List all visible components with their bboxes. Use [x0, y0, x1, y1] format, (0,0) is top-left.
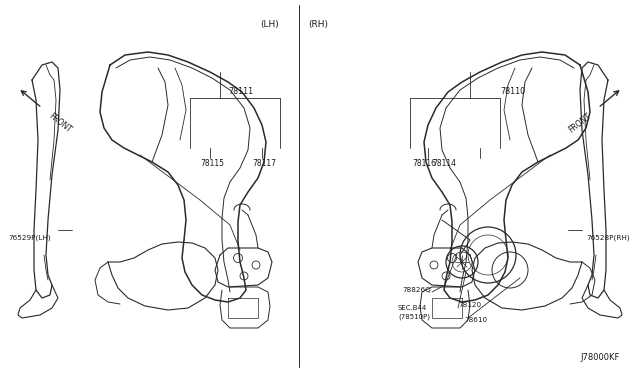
Text: J78000KF: J78000KF	[580, 353, 620, 362]
Text: 78116: 78116	[412, 158, 436, 167]
Text: 78120: 78120	[458, 302, 481, 308]
Text: 78117: 78117	[252, 158, 276, 167]
Text: SEC.B44: SEC.B44	[398, 305, 428, 311]
Text: FRONT: FRONT	[567, 112, 593, 135]
Text: (RH): (RH)	[308, 20, 328, 29]
Text: 78110: 78110	[500, 87, 525, 96]
Text: 76528P(RH): 76528P(RH)	[586, 235, 630, 241]
Text: 78826Q: 78826Q	[403, 287, 431, 293]
Text: 78115: 78115	[200, 158, 224, 167]
Text: (LH): (LH)	[260, 20, 280, 29]
Text: 76529P(LH): 76529P(LH)	[8, 235, 51, 241]
Text: 78114: 78114	[432, 158, 456, 167]
Text: 78610: 78610	[464, 317, 487, 323]
Text: FRONT: FRONT	[47, 112, 73, 135]
Text: 78111: 78111	[228, 87, 253, 96]
Text: (78510P): (78510P)	[398, 314, 430, 320]
